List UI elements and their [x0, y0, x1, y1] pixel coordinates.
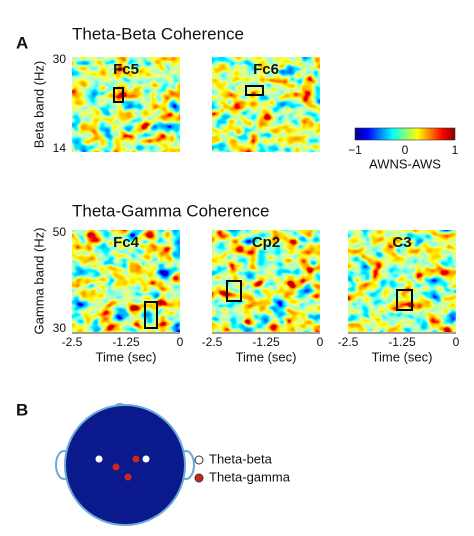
map-name: Fc6 [253, 61, 279, 78]
legend-swatch [194, 473, 204, 483]
map-name: Fc4 [113, 234, 140, 251]
row-title: Theta-Beta Coherence [72, 24, 244, 43]
row-title: Theta-Gamma Coherence [72, 201, 269, 220]
y-axis-label: Gamma band (Hz) [31, 228, 46, 335]
electrode-gamma [124, 473, 132, 481]
electrode-beta [142, 455, 150, 463]
y-axis-label: Beta band (Hz) [31, 61, 46, 148]
map-name: C3 [392, 234, 411, 251]
x-axis-label: Time (sec) [96, 349, 157, 364]
x-tick-label: -2.5 [338, 335, 359, 349]
legend-swatch [194, 455, 204, 465]
map-name: Cp2 [252, 234, 280, 251]
roi-box [113, 87, 124, 103]
colorbar-tick: 1 [452, 143, 459, 157]
electrode-gamma [132, 455, 140, 463]
x-tick-label: -1.25 [252, 335, 280, 349]
x-tick-label: -1.25 [112, 335, 140, 349]
colorbar-gradient [354, 127, 456, 141]
heatmap-texture [72, 230, 180, 332]
legend: Theta-beta Theta-gamma [194, 451, 291, 484]
x-axis-label: Time (sec) [236, 349, 297, 364]
roi-box [144, 301, 158, 329]
head [64, 404, 186, 526]
heatmap: Fc5 [72, 57, 180, 152]
heatmap: Cp2 [212, 230, 320, 332]
panel-label: A [16, 33, 28, 52]
legend-label: Theta-gamma [209, 469, 291, 484]
x-tick-label: 0 [177, 335, 184, 349]
colorbar-tick: −1 [348, 143, 362, 157]
roi-box [396, 289, 413, 311]
colorbar-tick: 0 [402, 143, 409, 157]
heatmap-texture [348, 230, 456, 332]
y-tick-label: 30 [53, 321, 67, 335]
heatmap: Fc4 [72, 230, 180, 332]
x-tick-label: -2.5 [62, 335, 83, 349]
panel-label: B [16, 400, 28, 419]
head-map [55, 402, 195, 526]
heatmap-texture [72, 57, 180, 152]
electrode-gamma [112, 463, 120, 471]
roi-box [245, 85, 264, 96]
x-tick-label: 0 [317, 335, 324, 349]
y-tick-label: 50 [53, 225, 67, 239]
heatmap-texture [212, 57, 320, 152]
x-tick-label: -1.25 [388, 335, 416, 349]
x-tick-label: -2.5 [202, 335, 223, 349]
colorbar: −1 0 1 AWNS-AWS [348, 127, 459, 171]
roi-box [226, 280, 242, 302]
y-tick-label: 30 [53, 52, 67, 66]
electrode-beta [95, 455, 103, 463]
map-name: Fc5 [113, 61, 139, 78]
heatmap: Fc6 [212, 57, 320, 152]
colorbar-label: AWNS-AWS [369, 156, 441, 171]
y-tick-label: 14 [53, 141, 67, 155]
x-tick-label: 0 [453, 335, 460, 349]
heatmap: C3 [348, 230, 456, 332]
x-axis-label: Time (sec) [372, 349, 433, 364]
legend-label: Theta-beta [209, 451, 273, 466]
